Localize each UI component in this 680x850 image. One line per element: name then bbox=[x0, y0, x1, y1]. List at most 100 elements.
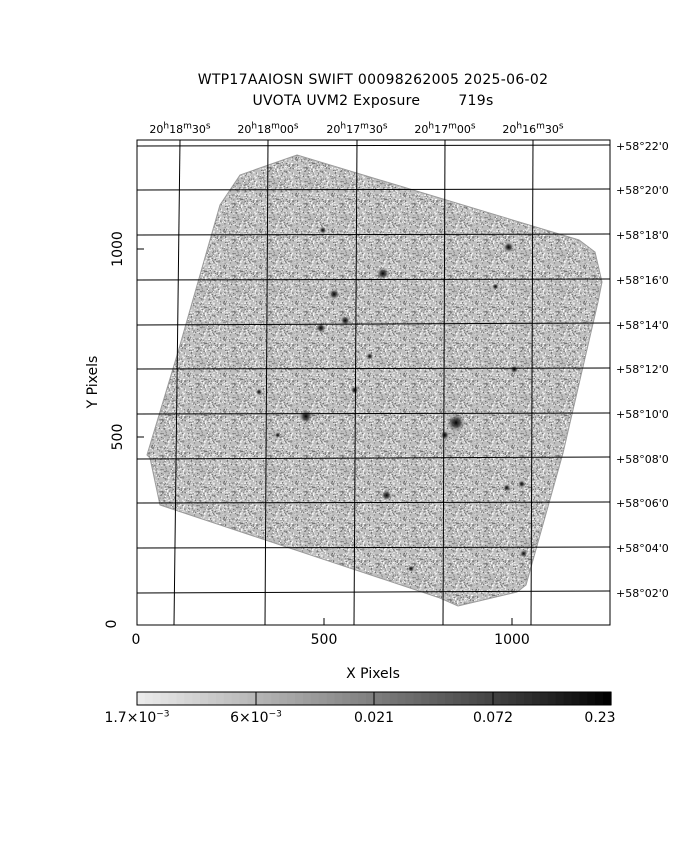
colorbar-swatch bbox=[468, 692, 478, 705]
colorbar-label: 0.23 bbox=[584, 710, 616, 726]
point-source bbox=[274, 432, 281, 439]
colorbar-swatch bbox=[223, 692, 233, 705]
colorbar-swatch bbox=[216, 692, 225, 705]
colorbar-swatch bbox=[318, 692, 328, 705]
point-source bbox=[381, 489, 393, 501]
point-source bbox=[376, 267, 390, 280]
colorbar-swatch bbox=[287, 692, 296, 705]
dec-tick-label: +58°18'0 bbox=[616, 229, 669, 242]
colorbar-swatch bbox=[524, 692, 533, 705]
pixel-axis-ticks bbox=[137, 248, 513, 625]
colorbar-swatch bbox=[563, 692, 573, 705]
colorbar-swatch bbox=[374, 692, 383, 705]
colorbar-swatch bbox=[381, 692, 391, 705]
colorbar-swatch bbox=[532, 692, 541, 705]
colorbar-swatch bbox=[437, 692, 446, 705]
colorbar-swatch bbox=[595, 692, 604, 705]
colorbar-swatch bbox=[176, 692, 185, 705]
point-source bbox=[350, 385, 360, 395]
colorbar-label: 0.072 bbox=[472, 710, 514, 726]
colorbar-swatch bbox=[137, 692, 146, 705]
point-source bbox=[298, 409, 313, 424]
colorbar-swatch bbox=[366, 692, 375, 705]
colorbar-swatch bbox=[445, 692, 454, 705]
colorbar-swatch bbox=[192, 692, 201, 705]
dec-tick-label: +58°02'0 bbox=[616, 587, 669, 600]
coordinate-grid bbox=[136, 139, 611, 626]
colorbar-swatch bbox=[484, 692, 494, 705]
colorbar-swatch bbox=[247, 692, 257, 705]
point-source bbox=[503, 241, 515, 253]
colorbar-swatch bbox=[405, 692, 415, 705]
colorbar-swatch bbox=[358, 692, 367, 705]
x-tick-label: 0 bbox=[131, 632, 141, 648]
colorbar-swatch bbox=[326, 692, 336, 705]
point-source bbox=[318, 226, 327, 235]
colorbar-swatch bbox=[144, 692, 154, 705]
point-source bbox=[519, 549, 528, 558]
ra-tick-label: 20h17m00s bbox=[414, 121, 476, 136]
colorbar-swatch bbox=[200, 692, 209, 705]
colorbar-swatch bbox=[389, 692, 399, 705]
y-tick-label: 1000 bbox=[110, 231, 126, 267]
colorbar-swatch bbox=[579, 692, 588, 705]
x-axis-label: X Pixels bbox=[346, 666, 400, 682]
colorbar-swatch bbox=[208, 692, 217, 705]
colorbar-swatch bbox=[587, 692, 596, 705]
point-sources bbox=[255, 226, 528, 573]
colorbar-swatch bbox=[184, 692, 193, 705]
colorbar bbox=[136, 691, 612, 706]
dec-tick-label: +58°16'0 bbox=[616, 274, 669, 287]
colorbar-swatch bbox=[539, 692, 549, 705]
colorbar-swatch bbox=[429, 692, 438, 705]
dec-tick-label: +58°14'0 bbox=[616, 319, 669, 332]
plot-title-line1: WTP17AAIOSN SWIFT 00098262005 2025-06-02 bbox=[197, 72, 549, 88]
colorbar-swatch bbox=[168, 692, 178, 705]
colorbar-swatch bbox=[279, 692, 288, 705]
colorbar-swatch bbox=[160, 692, 170, 705]
point-source bbox=[315, 322, 326, 334]
ra-tick-label: 20h16m30s bbox=[502, 121, 564, 136]
point-source bbox=[502, 483, 511, 492]
point-source bbox=[492, 283, 499, 291]
colorbar-swatch bbox=[516, 692, 525, 705]
colorbar-swatch bbox=[413, 692, 422, 705]
dec-tick-label: +58°06'0 bbox=[616, 497, 669, 510]
colorbar-swatch bbox=[342, 692, 351, 705]
colorbar-swatch bbox=[453, 692, 462, 705]
point-source bbox=[255, 388, 263, 396]
colorbar-swatch bbox=[476, 692, 486, 705]
colorbar-swatch bbox=[508, 692, 517, 705]
point-source bbox=[407, 565, 415, 573]
colorbar-swatch bbox=[571, 692, 580, 705]
ra-tick-label: 20h18m30s bbox=[149, 121, 211, 136]
point-source bbox=[340, 315, 351, 326]
dec-tick-label: +58°04'0 bbox=[616, 542, 669, 555]
ra-tick-label: 20h18m00s bbox=[237, 121, 299, 136]
colorbar-swatch bbox=[334, 692, 343, 705]
colorbar-swatch bbox=[231, 692, 241, 705]
colorbar-swatch bbox=[460, 692, 470, 705]
colorbar-swatch bbox=[555, 692, 565, 705]
point-source bbox=[517, 480, 526, 488]
colorbar-label: 1.7×10−3 bbox=[104, 709, 170, 726]
plot-title-line2: UVOTA UVM2 Exposure 719s bbox=[252, 93, 494, 109]
colorbar-swatch bbox=[255, 692, 264, 705]
dec-tick-label: +58°10'0 bbox=[616, 408, 669, 421]
point-source bbox=[366, 352, 374, 360]
y-axis-label: Y Pixels bbox=[85, 355, 101, 409]
colorbar-swatch bbox=[547, 692, 557, 705]
colorbar-label: 0.021 bbox=[353, 710, 395, 726]
colorbar-swatch bbox=[350, 692, 359, 705]
colorbar-swatch bbox=[310, 692, 320, 705]
y-tick-label: 0 bbox=[104, 619, 120, 629]
point-source bbox=[446, 413, 466, 433]
point-source bbox=[510, 365, 519, 374]
colorbar-swatch bbox=[302, 692, 312, 705]
colorbar-swatch bbox=[271, 692, 280, 705]
plot-frame bbox=[136, 139, 611, 626]
colorbar-swatch bbox=[239, 692, 249, 705]
colorbar-swatch bbox=[421, 692, 430, 705]
point-source bbox=[440, 430, 450, 440]
